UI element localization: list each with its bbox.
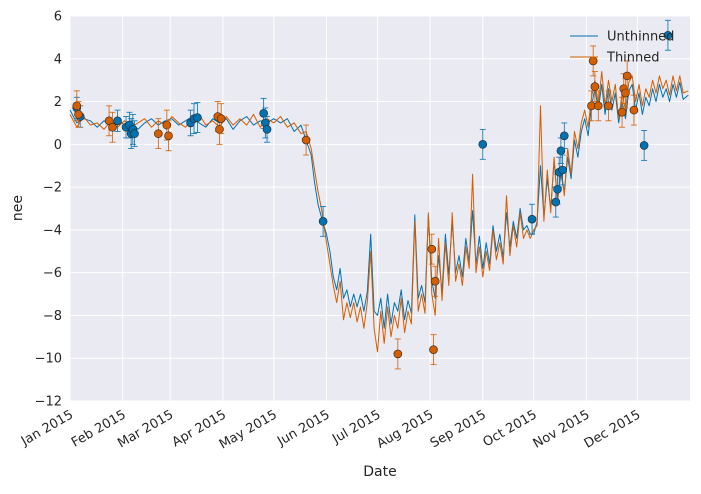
legend: Unthinned Thinned [570, 30, 674, 66]
data-point-thinned [604, 90, 613, 122]
series-line-unthinned [69, 81, 689, 329]
marker [113, 116, 122, 126]
data-point-unthinned [318, 205, 328, 237]
data-point-thinned [108, 111, 117, 143]
marker [259, 109, 268, 118]
marker [74, 110, 83, 119]
legend-label-thinned: Thinned [606, 51, 660, 66]
data-point-thinned [617, 96, 627, 128]
y-axis-ticks: −12 −10 −8 −6 −4 −2 0 2 4 6 [35, 10, 62, 410]
marker [590, 82, 600, 91]
x-tick-label: May 2015 [217, 407, 280, 452]
data-point-thinned [301, 124, 311, 156]
marker [560, 131, 569, 141]
y-tick-label: −10 [35, 352, 62, 367]
marker [622, 71, 632, 81]
marker [663, 30, 673, 40]
marker [556, 146, 566, 156]
marker [617, 107, 627, 117]
y-tick-label: 0 [54, 138, 62, 153]
marker [262, 125, 272, 134]
data-point-unthinned [560, 122, 569, 150]
marker [427, 244, 437, 254]
marker [551, 197, 561, 207]
marker [301, 135, 311, 145]
data-point-unthinned [113, 109, 122, 132]
plot-background [70, 16, 690, 401]
y-tick-label: 2 [54, 95, 62, 110]
marker [588, 56, 598, 66]
x-tick-label: Aug 2015 [374, 407, 436, 451]
observation-points [72, 19, 673, 370]
data-point-thinned [429, 334, 438, 366]
data-point-thinned [629, 94, 639, 126]
data-point-thinned [164, 120, 173, 152]
data-point-thinned [154, 118, 163, 150]
data-point-thinned [427, 233, 437, 265]
marker [216, 114, 226, 123]
marker [318, 217, 328, 226]
marker [429, 345, 438, 354]
data-point-thinned [590, 71, 600, 102]
y-tick-label: 4 [54, 52, 62, 67]
x-tick-label: Oct 2015 [481, 407, 540, 450]
data-point-thinned [430, 265, 440, 297]
legend-label-unthinned: Unthinned [607, 30, 674, 45]
data-point-thinned [104, 105, 114, 137]
marker [629, 105, 639, 115]
marker [430, 276, 440, 286]
marker [193, 113, 202, 122]
x-tick-label: Sep 2015 [428, 407, 489, 451]
x-tick-label: Jun 2015 [274, 407, 332, 449]
marker [72, 101, 82, 111]
marker [527, 214, 537, 224]
x-tick-label: Nov 2015 [531, 407, 593, 451]
y-tick-label: −6 [43, 266, 62, 281]
marker [478, 140, 488, 149]
data-point-unthinned [130, 120, 139, 147]
data-point-unthinned [663, 19, 673, 51]
data-point-thinned [622, 60, 632, 92]
data-point-unthinned [639, 130, 649, 161]
data-point-unthinned [262, 116, 272, 143]
data-point-unthinned [527, 203, 537, 235]
marker [108, 122, 117, 132]
y-tick-label: −8 [43, 309, 62, 324]
series-lines [69, 71, 689, 353]
marker [621, 88, 630, 98]
y-tick-label: 6 [54, 10, 62, 25]
x-tick-label: Dec 2015 [582, 407, 644, 451]
data-point-thinned [74, 101, 83, 128]
data-point-thinned [216, 103, 226, 135]
marker [604, 101, 613, 111]
y-tick-label: −12 [35, 395, 62, 410]
data-point-unthinned [478, 128, 488, 160]
data-point-unthinned [186, 109, 195, 137]
data-point-unthinned [193, 102, 202, 133]
marker [593, 101, 603, 111]
series-line-thinned [69, 71, 689, 353]
x-axis-label: Date [363, 464, 396, 480]
data-point-thinned [593, 90, 603, 122]
marker [639, 141, 649, 150]
data-point-unthinned [558, 154, 567, 186]
grid-lines [69, 15, 690, 402]
marker [393, 349, 403, 359]
marker [154, 129, 163, 138]
marker [162, 120, 172, 130]
y-axis-label: nee [10, 195, 26, 221]
marker [130, 129, 139, 138]
y-tick-label: −4 [43, 223, 62, 238]
y-tick-label: −2 [43, 181, 62, 196]
marker [558, 165, 567, 175]
data-point-thinned [393, 338, 403, 370]
marker [553, 184, 562, 194]
marker [215, 125, 224, 134]
marker [164, 131, 173, 141]
x-tick-label: Jan 2015 [18, 407, 76, 449]
